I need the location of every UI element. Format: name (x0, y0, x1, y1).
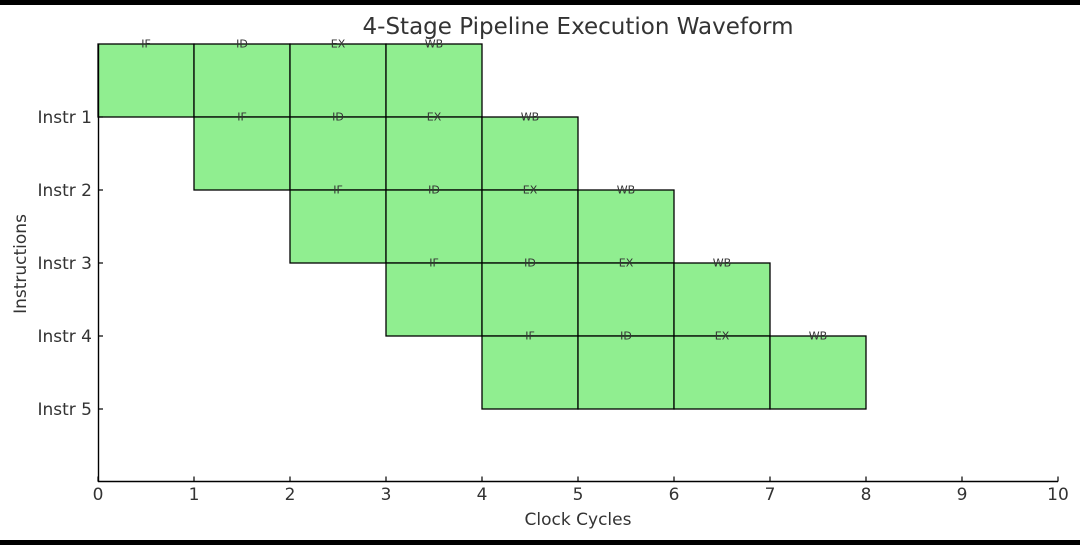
x-tick-label: 4 (477, 485, 488, 505)
x-ticks: 0 1 2 3 4 5 6 7 8 9 10 (93, 476, 1069, 505)
stage-label: ID (620, 330, 632, 343)
top-border-bar (0, 0, 1080, 5)
stage-label: IF (237, 111, 247, 124)
stage-bar-id (481, 262, 579, 337)
stage-bar-wb (385, 43, 483, 118)
stage-label: EX (427, 111, 442, 124)
stage-bar-wb (577, 189, 675, 264)
stage-label: EX (619, 257, 634, 270)
stage-bar-id (289, 116, 387, 191)
stage-bar-ex (289, 43, 387, 118)
y-tick-label: Instr 4 (37, 327, 92, 347)
stage-bar-id (193, 43, 291, 118)
stage-label: ID (236, 38, 248, 51)
stage-label: WB (425, 38, 443, 51)
y-tick-label: Instr 1 (37, 108, 92, 128)
stage-label: EX (331, 38, 346, 51)
stage-label: IF (333, 184, 343, 197)
y-tick-label: Instr 3 (37, 254, 92, 274)
stage-label: EX (715, 330, 730, 343)
stage-bar-wb (481, 116, 579, 191)
stage-label: WB (809, 330, 827, 343)
y-tick-label: Instr 5 (37, 400, 92, 420)
chart-title: 4-Stage Pipeline Execution Waveform (363, 14, 794, 40)
stage-bar-if (385, 262, 483, 337)
stage-bar-id (577, 335, 675, 410)
stage-label: WB (521, 111, 539, 124)
stage-label: IF (525, 330, 535, 343)
stage-label: ID (428, 184, 440, 197)
stage-label: ID (524, 257, 536, 270)
y-ticks: Instr 1 Instr 2 Instr 3 Instr 4 Instr 5 (37, 108, 103, 420)
stage-label: IF (141, 38, 151, 51)
stage-bar-wb (769, 335, 867, 410)
stage-label: WB (617, 184, 635, 197)
x-tick-label: 2 (285, 485, 296, 505)
x-tick-label: 3 (381, 485, 392, 505)
x-tick-label: 1 (189, 485, 200, 505)
stage-bar-id (385, 189, 483, 264)
x-tick-label: 8 (861, 485, 872, 505)
stage-label: IF (429, 257, 439, 270)
x-tick-label: 9 (957, 485, 968, 505)
stage-bar-if (97, 43, 195, 118)
stage-bar-if (481, 335, 579, 410)
stage-bars: IF ID EX WB IF ID EX WB IF ID EX WB IF ID EX WB IF ID EX WB (97, 38, 867, 410)
bottom-border-bar (0, 540, 1080, 545)
x-tick-label: 5 (573, 485, 584, 505)
stage-bar-wb (673, 262, 771, 337)
stage-label: EX (523, 184, 538, 197)
x-axis-label: Clock Cycles (525, 510, 632, 530)
y-axis-label: Instructions (11, 214, 31, 314)
stage-bar-ex (385, 116, 483, 191)
x-tick-label: 7 (765, 485, 776, 505)
x-tick-label: 6 (669, 485, 680, 505)
stage-label: WB (713, 257, 731, 270)
stage-bar-ex (481, 189, 579, 264)
stage-label: ID (332, 111, 344, 124)
stage-bar-ex (673, 335, 771, 410)
y-tick-label: Instr 2 (37, 181, 92, 201)
x-tick-label: 0 (93, 485, 104, 505)
stage-bar-if (289, 189, 387, 264)
stage-bar-ex (577, 262, 675, 337)
stage-bar-if (193, 116, 291, 191)
x-tick-label: 10 (1047, 485, 1069, 505)
